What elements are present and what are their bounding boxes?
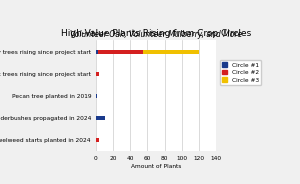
Bar [96,116,105,120]
Legend: Circle #1, Circle #2, Circle #3: Circle #1, Circle #2, Circle #3 [220,60,261,85]
Bar [96,49,199,54]
Bar [96,72,98,76]
Text: Volunteer Oak, Volunteer Mulberry, and More: Volunteer Oak, Volunteer Mulberry, and M… [70,30,242,39]
Title: High-Value Plants Rising from Crop Circles: High-Value Plants Rising from Crop Circl… [61,29,251,38]
X-axis label: Amount of Plants: Amount of Plants [131,164,181,169]
Bar [96,49,98,54]
Bar [96,138,99,142]
Bar [96,94,97,98]
Bar [96,72,99,76]
Bar [96,49,143,54]
